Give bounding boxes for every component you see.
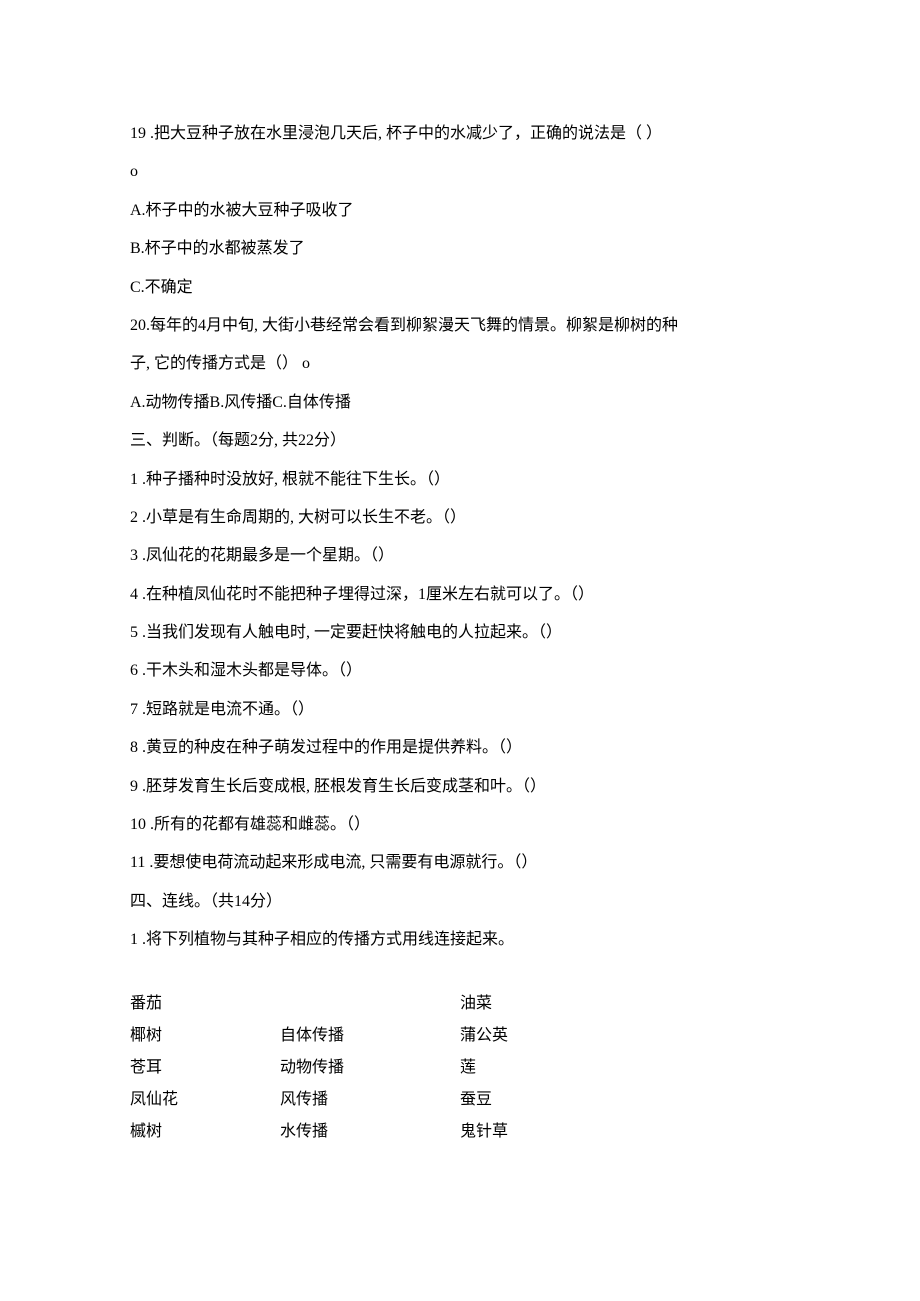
plant-right: 蚕豆 [460,1084,610,1116]
section3-item: 4 .在种植凤仙花时不能把种子埋得过深，1厘米左右就可以了。（） [130,576,790,614]
q19-stem-line2: o [130,153,790,191]
dispersal-method [280,988,460,1020]
plant-left: 椰树 [130,1020,280,1052]
plant-left: 苍耳 [130,1052,280,1084]
section3-item: 3 .凤仙花的花期最多是一个星期。（） [130,537,790,575]
q19-option-c: C.不确定 [130,269,790,307]
q19-stem-line1: 19 .把大豆种子放在水里浸泡几天后, 杯子中的水减少了，正确的说法是（ ） [130,115,790,153]
document-page: 19 .把大豆种子放在水里浸泡几天后, 杯子中的水减少了，正确的说法是（ ） o… [0,0,920,1208]
table-row: 番茄 油菜 [130,988,610,1020]
table-row: 椰树自体传播蒲公英 [130,1020,610,1052]
q20-stem-line2: 子, 它的传播方式是（） o [130,345,790,383]
table-row: 苍耳动物传播莲 [130,1052,610,1084]
dispersal-method: 自体传播 [280,1020,460,1052]
section3-item: 6 .干木头和湿木头都是导体。（） [130,652,790,690]
section3-item: 5 .当我们发现有人触电时, 一定要赶快将触电的人拉起来。（） [130,614,790,652]
plant-left: 番茄 [130,988,280,1020]
plant-left: 凤仙花 [130,1084,280,1116]
section4-heading: 四、连线。（共14分） [130,883,790,921]
q19-option-b: B.杯子中的水都被蒸发了 [130,230,790,268]
matching-table: 番茄油菜椰树自体传播蒲公英苍耳动物传播莲凤仙花风传播蚕豆槭树水传播鬼针草 [130,988,790,1148]
section3-item: 11 .要想使电荷流动起来形成电流, 只需要有电源就行。（） [130,844,790,882]
dispersal-method: 风传播 [280,1084,460,1116]
table-row: 槭树水传播鬼针草 [130,1116,610,1148]
plant-right: 莲 [460,1052,610,1084]
plant-left: 槭树 [130,1116,280,1148]
section3-items: 1 .种子播种时没放好, 根就不能往下生长。（）2 .小草是有生命周期的, 大树… [130,461,790,883]
section3-item: 10 .所有的花都有雄蕊和雌蕊。（） [130,806,790,844]
dispersal-method: 水传播 [280,1116,460,1148]
section3-item: 1 .种子播种时没放好, 根就不能往下生长。（） [130,461,790,499]
section3-item: 7 .短路就是电流不通。（） [130,691,790,729]
section3-item: 8 .黄豆的种皮在种子萌发过程中的作用是提供养料。（） [130,729,790,767]
section3-item: 9 .胚芽发育生长后变成根, 胚根发育生长后变成茎和叶。（） [130,768,790,806]
q19-option-a: A.杯子中的水被大豆种子吸收了 [130,192,790,230]
dispersal-method: 动物传播 [280,1052,460,1084]
plant-right: 蒲公英 [460,1020,610,1052]
q20-options: A.动物传播B.风传播C.自体传播 [130,384,790,422]
plant-right: 鬼针草 [460,1116,610,1148]
section3-heading: 三、判断。（每题2分, 共22分） [130,422,790,460]
section4-q1: 1 .将下列植物与其种子相应的传播方式用线连接起来。 [130,921,790,959]
section3-item: 2 .小草是有生命周期的, 大树可以长生不老。（） [130,499,790,537]
plant-right: 油菜 [460,988,610,1020]
table-row: 凤仙花风传播蚕豆 [130,1084,610,1116]
q20-stem-line1: 20.每年的4月中旬, 大街小巷经常会看到柳絮漫天飞舞的情景。柳絮是柳树的种 [130,307,790,345]
